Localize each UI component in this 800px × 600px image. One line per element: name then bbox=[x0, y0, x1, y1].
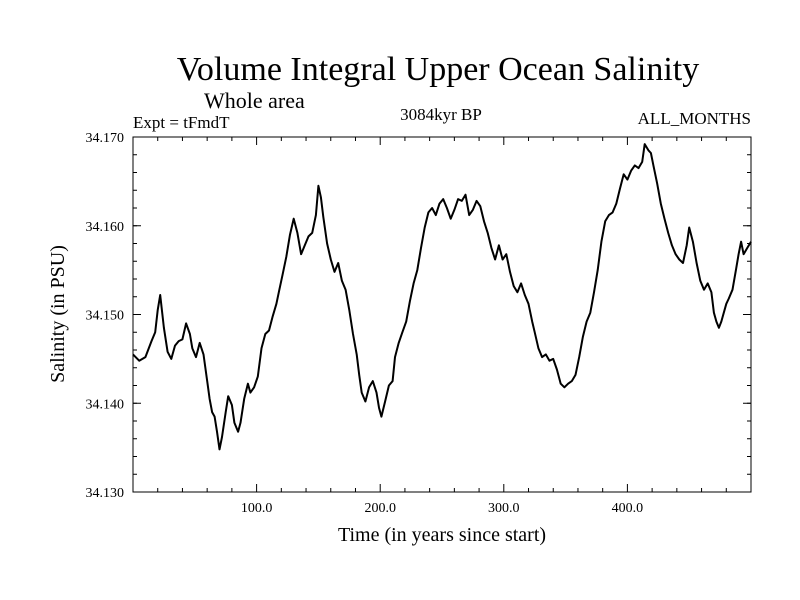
y-tick-label: 34.140 bbox=[86, 397, 125, 412]
plot-frame bbox=[132, 136, 752, 493]
y-tick-label: 34.170 bbox=[86, 131, 125, 146]
chart-title: Volume Integral Upper Ocean Salinity bbox=[177, 51, 699, 88]
chart-subtitle: Whole area bbox=[204, 88, 305, 113]
series-layer bbox=[132, 143, 752, 451]
x-tick-label: 300.0 bbox=[488, 501, 520, 516]
x-tick-label: 100.0 bbox=[241, 501, 273, 516]
experiment-label: Expt = tFmdT bbox=[133, 113, 230, 132]
period-label: 3084kyr BP bbox=[400, 105, 482, 124]
months-label: ALL_MONTHS bbox=[638, 109, 751, 128]
x-axis-label: Time (in years since start) bbox=[338, 524, 546, 546]
x-tick-label: 200.0 bbox=[364, 501, 396, 516]
y-tick-label: 34.160 bbox=[86, 220, 125, 235]
y-axis-label: Salinity (in PSU) bbox=[47, 245, 69, 383]
y-tick-label: 34.150 bbox=[86, 309, 125, 324]
x-tick-label: 400.0 bbox=[612, 501, 644, 516]
series-line-salinity bbox=[132, 143, 752, 451]
tick-labels: 34.130 34.140 34.150 34.160 34.170 100.0 200.0… bbox=[86, 131, 644, 516]
y-tick-label: 34.130 bbox=[86, 486, 125, 501]
